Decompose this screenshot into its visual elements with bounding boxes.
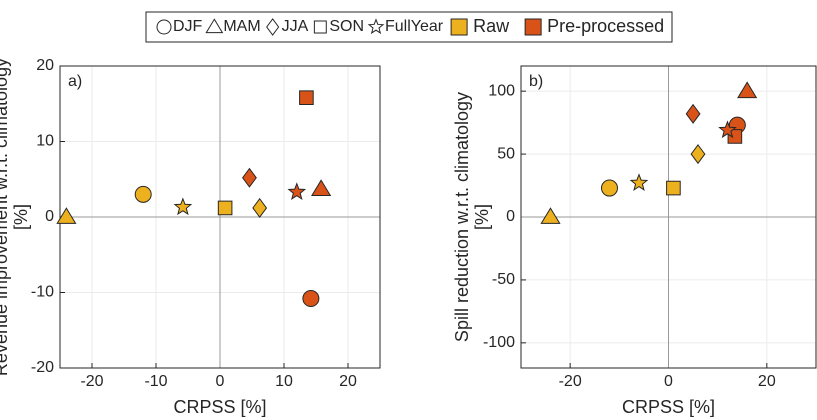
y-tick-label: 100: [488, 82, 515, 99]
x-tick-label: 0: [216, 373, 225, 390]
legend-label: JJA: [282, 18, 309, 35]
legend-marker: [313, 20, 327, 34]
y-axis-label: Revenue improvement w.r.t. climatology: [0, 58, 11, 376]
legend-label: Raw: [473, 16, 510, 36]
point: [287, 182, 307, 201]
point: [540, 207, 561, 224]
panel-label: a): [68, 73, 82, 90]
y-tick-label: -10: [31, 284, 54, 301]
point: [217, 200, 233, 216]
x-tick-label: -20: [559, 373, 582, 390]
legend-label: DJF: [173, 18, 203, 35]
x-tick-label: 20: [339, 373, 357, 390]
legend-swatch: [524, 18, 542, 36]
point: [173, 197, 193, 216]
legend-marker: [266, 18, 280, 36]
y-tick-label: 0: [506, 208, 515, 225]
point: [134, 185, 152, 203]
legend-label: Pre-processed: [547, 16, 664, 36]
x-tick-label: -20: [80, 373, 103, 390]
y-axis-label: [%]: [11, 204, 31, 230]
point: [311, 179, 332, 196]
plot-area: [59, 65, 381, 369]
point: [737, 81, 758, 99]
point: [718, 120, 737, 139]
point: [601, 179, 618, 197]
plot-area: [520, 65, 817, 369]
legend-marker: [156, 19, 172, 35]
point: [56, 207, 77, 224]
y-tick-label: -20: [31, 359, 54, 376]
legend-box: [145, 11, 673, 43]
point: [242, 167, 257, 188]
point: [690, 144, 706, 165]
legend-label: SON: [329, 18, 364, 35]
x-axis-label: CRPSS [%]: [622, 397, 715, 417]
y-tick-label: 50: [497, 145, 515, 162]
point: [302, 290, 320, 308]
y-axis-label: [%]: [472, 204, 492, 230]
y-tick-label: -50: [492, 271, 515, 288]
x-tick-label: 10: [275, 373, 293, 390]
point: [629, 173, 649, 191]
x-tick-label: 20: [758, 373, 776, 390]
y-tick-label: 0: [45, 208, 54, 225]
x-tick-label: -10: [144, 373, 167, 390]
legend-marker: [205, 18, 224, 34]
point: [299, 90, 314, 106]
x-tick-label: 0: [664, 373, 673, 390]
legend-swatch: [450, 18, 468, 36]
x-axis-label: CRPSS [%]: [173, 397, 266, 417]
point: [252, 197, 268, 218]
y-axis-label: Spill reduction w.r.t. climatology: [452, 92, 472, 342]
y-tick-label: -100: [483, 334, 515, 351]
panel-label: b): [529, 73, 543, 90]
y-tick-label: 10: [36, 133, 54, 150]
legend-label: MAM: [223, 18, 260, 35]
point: [666, 180, 681, 196]
legend-label: FullYear: [385, 18, 444, 35]
y-tick-label: 20: [36, 57, 54, 74]
point: [685, 103, 701, 124]
legend-marker: [367, 18, 385, 35]
